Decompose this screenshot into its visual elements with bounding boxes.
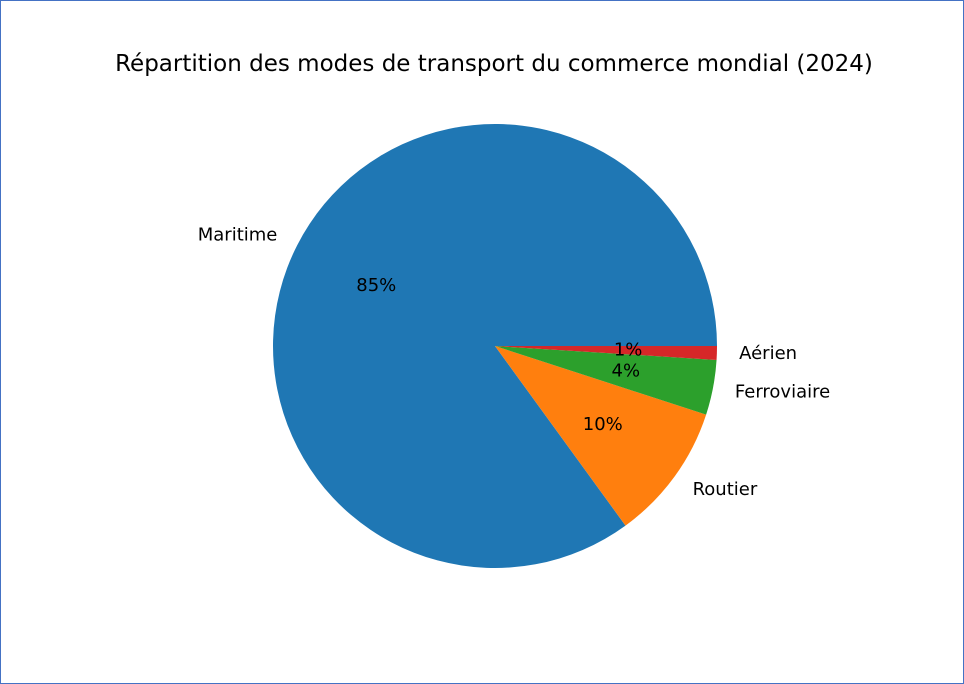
pct-label-aerien: 1% bbox=[614, 340, 643, 361]
slice-ferroviaire bbox=[495, 346, 717, 415]
slice-label-ferroviaire: Ferroviaire bbox=[735, 381, 830, 402]
pie-slices bbox=[273, 123, 717, 568]
chart-title: Répartition des modes de transport du co… bbox=[115, 51, 873, 77]
slice-maritime bbox=[273, 123, 717, 568]
pct-label-maritime: 85% bbox=[356, 275, 396, 296]
slice-label-maritime: Maritime bbox=[198, 225, 278, 246]
slice-routier bbox=[495, 346, 707, 526]
pie-labels: Maritime 85% Routier 10% Ferroviaire 4% Aérien… bbox=[198, 225, 830, 500]
slice-label-routier: Routier bbox=[693, 479, 758, 500]
slice-aerien bbox=[495, 346, 717, 360]
pct-label-ferroviaire: 4% bbox=[612, 361, 641, 382]
slice-label-aerien: Aérien bbox=[739, 343, 797, 364]
pct-label-routier: 10% bbox=[583, 414, 623, 435]
